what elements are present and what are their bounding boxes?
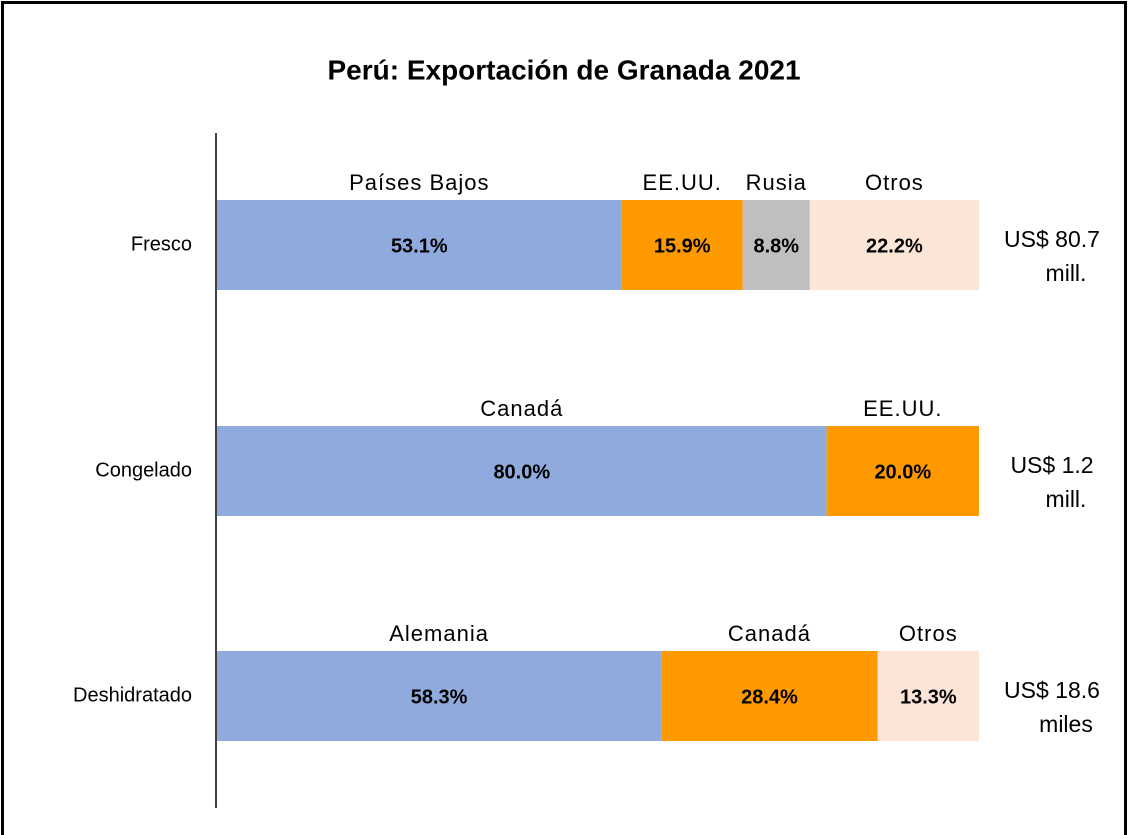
bar-segment xyxy=(661,651,878,741)
data-label: 13.3% xyxy=(900,686,957,708)
segment-name: Rusia xyxy=(746,170,807,195)
segment-name: Canadá xyxy=(480,396,563,421)
data-label: 20.0% xyxy=(874,461,931,483)
data-label: 15.9% xyxy=(654,235,711,257)
bar-segment xyxy=(742,200,810,290)
bar-segment xyxy=(826,426,979,516)
segment-name: Alemania xyxy=(389,621,489,646)
total-label: US$ 1.2 xyxy=(1010,452,1093,478)
total-label: mill. xyxy=(1046,260,1087,286)
category-label: Congelado xyxy=(95,459,192,481)
data-label: 53.1% xyxy=(391,235,448,257)
data-label: 58.3% xyxy=(411,686,468,708)
bar-segment xyxy=(217,651,662,741)
bar-segment xyxy=(809,200,979,290)
data-label: 22.2% xyxy=(866,235,923,257)
bar-segment xyxy=(621,200,743,290)
data-label: 80.0% xyxy=(493,461,550,483)
segment-name: EE.UU. xyxy=(643,170,722,195)
segment-name: Canadá xyxy=(728,621,811,646)
data-label: 8.8% xyxy=(754,235,800,257)
data-label: 28.4% xyxy=(741,686,798,708)
bar-segment xyxy=(217,426,827,516)
bar-segment xyxy=(877,651,979,741)
total-label: US$ 80.7 xyxy=(1004,226,1100,252)
segment-name: Otros xyxy=(899,621,958,646)
segment-name: Otros xyxy=(865,170,924,195)
segment-name: EE.UU. xyxy=(863,396,942,421)
total-label: mill. xyxy=(1046,486,1087,512)
total-label: miles xyxy=(1039,711,1093,737)
category-label: Deshidratado xyxy=(73,684,192,706)
category-label: Fresco xyxy=(131,233,192,255)
bar-segment xyxy=(217,200,622,290)
chart-title: Perú: Exportación de Granada 2021 xyxy=(327,54,800,85)
total-label: US$ 18.6 xyxy=(1004,677,1100,703)
segment-name: Países Bajos xyxy=(349,170,489,195)
